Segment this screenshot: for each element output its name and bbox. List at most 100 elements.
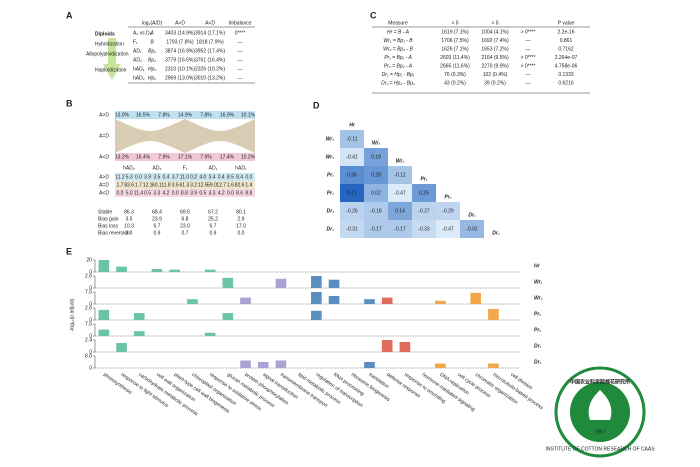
heat-cell [436, 220, 460, 238]
table-cell: 2603 (11.4%) [440, 55, 470, 61]
summary-cell: 2.9 [238, 216, 245, 222]
row-label: Pr₁ [534, 311, 541, 317]
bar [435, 300, 446, 304]
row-label: Dr₁ [327, 208, 335, 214]
matrix-cell: 0.5 [144, 190, 151, 196]
heat-cell [340, 148, 364, 166]
cell-value: -0.29 [442, 208, 454, 214]
table-cell: — [238, 66, 243, 72]
bar [435, 363, 446, 368]
logo-name: 中国农业科学院棉花研究所 [570, 378, 630, 385]
table-cell: 1793 (7.8%) [166, 39, 194, 45]
summary-cell: 6.7 [154, 223, 161, 229]
flow-pct: 16.4% [136, 154, 151, 160]
heat-cell [388, 184, 412, 202]
table-cell: 1692 (7.4%) [481, 38, 509, 44]
bar [204, 332, 216, 336]
table-header: < 0 [491, 20, 498, 26]
table-cell: Bp₂ [148, 57, 156, 63]
matrix-cell: 0.0 [245, 174, 252, 180]
diag-label: Pr₁ [420, 176, 427, 182]
bar [470, 292, 482, 304]
heat-cell [412, 184, 436, 202]
panel-letter: A [66, 10, 73, 20]
table-header: Imbalance [228, 20, 251, 26]
table-cell: 39 (0.2%) [484, 80, 506, 86]
flow-pct: 7.8% [158, 112, 170, 118]
table-cell: A₂ vs D₅ [133, 30, 152, 36]
cell-value: -0.31 [346, 226, 358, 232]
matrix-cell: 8.8 [181, 190, 188, 196]
stage-label: Hybridization [95, 41, 124, 47]
table-cell: — [526, 80, 531, 86]
flow-pct: 16.9% [220, 112, 235, 118]
y-tick-label: 0 [89, 269, 92, 275]
table-cell: 2665 (11.6%) [440, 63, 470, 69]
matrix-cell: 0.4 [163, 174, 170, 180]
flow-pct: 16.5% [136, 112, 151, 118]
heat-cell [388, 220, 412, 238]
matrix-cell: 5.3 [126, 174, 133, 180]
matrix-cell: 1.6 [227, 182, 234, 188]
flow-pct: 7.9% [158, 154, 170, 160]
table-header: > 0 [451, 20, 458, 26]
table-cell: 1004 (4.1%) [481, 29, 509, 35]
matrix-cell: 0.0 [172, 190, 179, 196]
band-bottom [115, 153, 255, 161]
table-cell: hAD₁ [133, 66, 145, 72]
heat-cell [340, 202, 364, 220]
table-cell: 1626 (7.1%) [441, 46, 469, 52]
table-cell: 3010 (13.2%) [195, 75, 225, 81]
matrix-cell: 82.6 [235, 182, 245, 188]
table-cell: AD₂ [133, 57, 142, 63]
table-cell: 0.861 [560, 38, 573, 44]
cell-value: -0.47 [442, 226, 454, 232]
table-cell: 0**** [235, 30, 246, 36]
table-cell: 0.6216 [558, 80, 574, 86]
bar [116, 343, 127, 352]
table-cell: > 0**** [521, 63, 536, 69]
row-label: Pr₂ [327, 190, 334, 196]
stage-label: Allopolyploidization [86, 51, 129, 57]
bar [133, 313, 145, 320]
matrix-cell: 0.0 [135, 174, 142, 180]
column-label: AD₂ [153, 165, 162, 171]
table-cell: F₁ [133, 39, 138, 45]
table-cell: 1653 (7.2%) [481, 46, 509, 52]
table-cell: 43 (0.2%) [444, 80, 466, 86]
matrix-cell: 83.6 [124, 182, 134, 188]
bar [204, 269, 216, 272]
matrix-cell: 0.0 [117, 190, 124, 196]
bar [98, 260, 110, 272]
state-label: A=D [99, 133, 109, 139]
y-tick-label: 7.5 [85, 321, 92, 327]
table-cell: Dr₁ = Hp₁ - Bp₁ [382, 72, 415, 78]
table-cell: > 0**** [521, 29, 536, 35]
matrix-cell: 4.2 [218, 190, 225, 196]
matrix-cell: 12.7 [216, 182, 226, 188]
cell-value: -0.17 [370, 226, 382, 232]
bar [240, 297, 251, 304]
heat-cell [340, 166, 364, 184]
state-label: A=D [99, 182, 109, 188]
matrix-cell: 0.2 [190, 174, 197, 180]
panel-letter: C [370, 10, 377, 20]
table-cell: 2310 (10.1%) [165, 66, 195, 72]
row-label: Wr₂ [326, 154, 335, 160]
matrix-cell: 1.7 [117, 182, 124, 188]
bar [257, 362, 269, 368]
cell-value: -0.11 [346, 136, 357, 142]
y-tick-label: 0 [89, 333, 92, 339]
flow-pct: 17.1% [178, 154, 193, 160]
table-cell: 3761 (16.4%) [195, 57, 225, 63]
bar [311, 276, 322, 288]
summary-cell: 0.0 [126, 230, 133, 236]
state-label: A>D [99, 112, 109, 118]
flow-pct: 13.0% [115, 112, 130, 118]
table-cell: 102 (0.4%) [483, 72, 508, 78]
bar [133, 331, 145, 336]
bar [364, 362, 375, 368]
flow [115, 119, 255, 153]
matrix-cell: 3.9 [144, 174, 151, 180]
